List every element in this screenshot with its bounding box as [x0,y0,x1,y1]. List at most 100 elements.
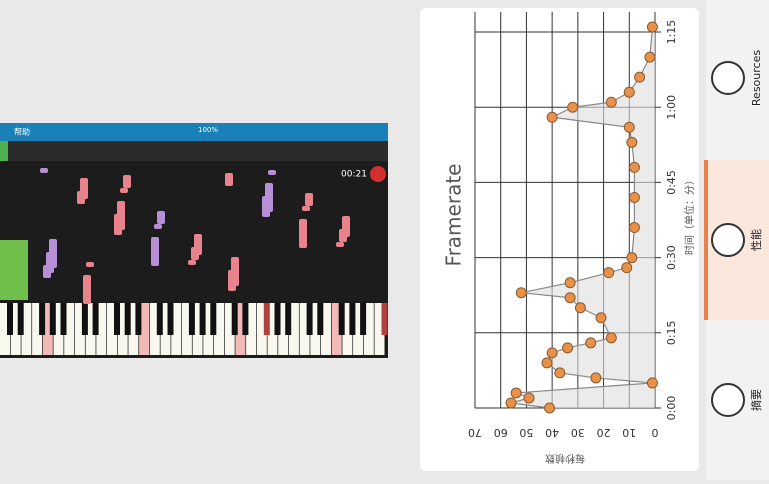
white-key [363,303,374,355]
black-key [49,303,56,335]
tab-label[interactable]: 摘要 [749,389,763,411]
note [80,178,88,199]
y-tick-label: 10 [622,426,636,439]
black-key [231,303,238,335]
data-point [505,397,517,409]
tab-indicator [704,160,708,320]
data-point [544,402,556,414]
white-key [342,303,353,355]
white-key [256,303,267,355]
meter [0,240,28,300]
black-key [210,303,217,335]
toolbar [0,123,388,141]
menu[interactable]: 帮助 [14,127,30,137]
y-axis-label: 每秒帧数 [545,452,585,465]
black-key [274,303,281,335]
white-key [192,303,203,355]
data-point [646,377,658,389]
white-key [10,303,21,355]
white-key [288,303,299,355]
white-key [117,303,128,355]
black-key [135,303,142,335]
note [194,234,202,255]
white-key [224,303,235,355]
y-tick-label: 0 [652,426,659,439]
white-key [53,303,64,355]
note [268,170,276,175]
data-point [585,337,597,349]
play-time: 00:21 [341,170,367,180]
data-point [554,367,566,379]
stop-button[interactable] [370,166,386,182]
white-key [21,303,32,355]
data-point [564,292,576,304]
data-point [546,111,558,123]
note [117,201,125,230]
data-point [564,277,576,289]
white-key [214,303,224,355]
note [336,242,344,247]
data-point [644,51,656,63]
white-key [74,303,85,355]
y-tick-label: 50 [519,426,533,439]
zoom: 100% [198,126,218,134]
data-point [626,252,638,264]
tab-icon [711,383,745,417]
white-key [299,303,310,355]
y-tick-label: 20 [597,426,611,439]
white-key [139,303,150,355]
note [49,239,57,268]
note [151,237,159,266]
y-tick-label: 40 [545,426,559,439]
white-key [310,303,321,355]
black-key [349,303,356,335]
area [511,27,655,409]
y-tick-label: 60 [494,426,508,439]
black-key [242,303,249,335]
black-key [7,303,13,335]
black-key [124,303,131,335]
black-key [263,303,270,335]
x-tick-label: 0:30 [665,245,678,270]
data-point [574,302,586,314]
white-key [374,303,385,355]
tab-label[interactable]: 性能 [749,229,763,251]
black-key [381,303,388,335]
white-key [321,303,331,355]
white-key [149,303,160,355]
data-point [628,161,640,173]
white-key [181,303,192,355]
black-key [114,303,120,335]
x-tick-label: 0:45 [665,170,678,195]
note [342,216,350,237]
black-key [81,303,88,335]
white-key [246,303,257,355]
white-key [203,303,214,355]
black-key [338,303,345,335]
data-point [623,121,635,133]
black-key [188,303,195,335]
white-key [32,303,43,355]
data-point [621,262,633,274]
white-key [160,303,171,355]
x-axis-label: 时间（单位：分） [683,175,696,255]
y-tick-label: 30 [571,426,585,439]
black-key [317,303,324,335]
white-key [235,303,246,355]
white-key [96,303,107,355]
chart-title: Framerate [442,164,466,267]
data-point [603,267,615,279]
data-point [634,71,646,83]
white-key [42,303,53,355]
note [120,188,128,193]
x-tick-label: 1:00 [665,95,678,120]
note [302,206,310,211]
data-point [510,387,522,399]
data-point [562,342,574,354]
black-key [17,303,24,335]
tab-label[interactable]: Resources [750,50,763,106]
data-point [590,372,602,384]
white-key [85,303,96,355]
